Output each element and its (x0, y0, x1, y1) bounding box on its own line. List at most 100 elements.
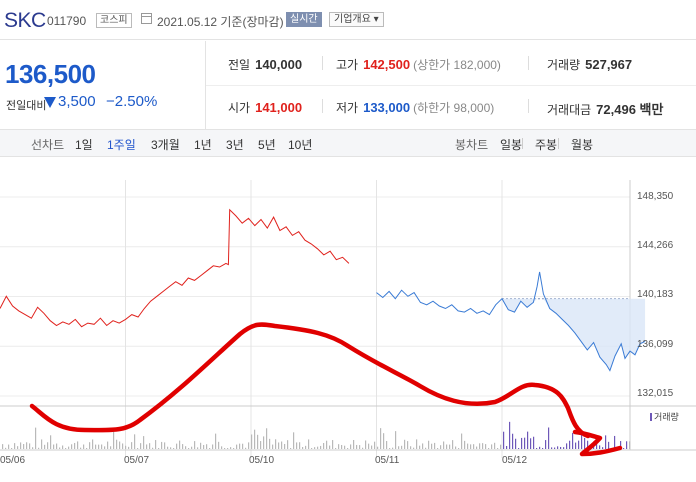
volume-bar (14, 443, 16, 449)
volume-bar (230, 447, 232, 449)
volume-bar (518, 448, 520, 449)
x-tick-label: 05/07 (124, 455, 150, 466)
volume-bar (380, 428, 382, 449)
volume-bar (407, 441, 409, 449)
prev-close-label: 전일 (228, 58, 251, 72)
volume-bar (569, 440, 571, 449)
trade-value-amount: 72,496 백만 (596, 102, 664, 117)
price-chart[interactable]: 148,350 144,266 140,183 136,099 132,015 … (0, 158, 696, 482)
volume-bar (566, 443, 568, 449)
high-label: 고가 (336, 58, 359, 72)
volume-bar (614, 435, 616, 449)
stock-name[interactable]: SKC (4, 9, 46, 32)
volume-bar (116, 439, 118, 449)
realtime-button[interactable]: 실시간 (286, 12, 322, 27)
line-chart-label[interactable]: 선차트 (31, 138, 65, 152)
tab-1d[interactable]: 1일 (75, 138, 93, 152)
volume-bar (95, 444, 97, 449)
tab-3y[interactable]: 3년 (226, 138, 244, 152)
volume-bar (134, 434, 136, 449)
volume-bar (350, 444, 352, 449)
volume-bar (602, 447, 604, 449)
down-triangle-icon (44, 97, 56, 108)
volume-bar (152, 447, 154, 449)
volume-bar (521, 437, 523, 449)
volume-bar (5, 447, 7, 449)
volume-bar (236, 444, 238, 449)
tab-5y[interactable]: 5년 (258, 138, 276, 152)
volume-bar (20, 442, 22, 449)
volume-bar (155, 440, 157, 449)
tab-1y[interactable]: 1년 (194, 138, 212, 152)
below-close-area (502, 298, 646, 371)
volume-bar (209, 448, 211, 449)
volume-bar (536, 448, 538, 449)
volume-bar (89, 442, 91, 449)
volume-bar (323, 443, 325, 449)
volume-bar (506, 445, 508, 449)
volume-bar (122, 443, 124, 449)
open-value: 141,000 (255, 100, 303, 115)
volume-bar (335, 448, 337, 449)
volume-bar (608, 441, 610, 449)
volume-bar (395, 431, 397, 449)
volume-bar (623, 448, 625, 449)
volume-bar (575, 442, 577, 449)
volume-bar (530, 438, 532, 449)
volume-bar (62, 445, 64, 449)
volume-bar (32, 447, 34, 449)
volume-bar (80, 447, 82, 449)
volume-bar (497, 448, 499, 449)
volume-bar (320, 445, 322, 449)
volume-bar (110, 446, 112, 449)
trade-value: 거래대금 72,496 백만 (547, 99, 663, 118)
tab-monthly[interactable]: 월봉 (571, 138, 594, 152)
volume-bar (551, 447, 553, 449)
volume-bar (455, 446, 457, 449)
x-tick-label: 05/10 (249, 455, 275, 466)
volume-bar (560, 446, 562, 449)
volume-bar (344, 445, 346, 449)
volume-bar (401, 445, 403, 449)
volume-bar (446, 444, 448, 449)
volume-bar (149, 443, 151, 449)
tab-daily[interactable]: 일봉 (500, 138, 523, 152)
volume-bar (329, 445, 331, 449)
volume-bar (584, 437, 586, 449)
volume-bar (137, 448, 139, 449)
volume-bar (545, 440, 547, 449)
volume-bar (587, 440, 589, 449)
volume-bar (437, 448, 439, 449)
price-summary: 136,500 전일대비 3,500 −2.50% 전일 140,000 고가 14… (0, 41, 696, 130)
candle-chart-label[interactable]: 봉차트 (455, 138, 489, 152)
volume-bar (620, 441, 622, 449)
volume-bar (218, 441, 220, 449)
volume: 거래량 527,967 (547, 56, 632, 73)
volume-bar (326, 440, 328, 449)
y-tick-label: 136,099 (637, 339, 674, 350)
tab-1w[interactable]: 1주일 (107, 138, 136, 152)
volume-bar (113, 428, 115, 449)
volume-bar (362, 447, 364, 449)
stock-header: SKC 011790 코스피 2021.05.12 기준(장마감) 실시간 기업… (0, 0, 696, 40)
low-label: 저가 (336, 101, 359, 115)
volume-bar (452, 440, 454, 449)
x-tick-label: 05/12 (502, 455, 528, 466)
company-info-button[interactable]: 기업개요 ▾ (329, 12, 384, 27)
prev-close: 전일 140,000 (228, 56, 302, 73)
tab-10y[interactable]: 10년 (288, 138, 313, 152)
volume-bar (434, 442, 436, 449)
volume-bar (605, 435, 607, 449)
volume-bar (365, 440, 367, 449)
volume-bar (161, 441, 163, 449)
tab-weekly[interactable]: 주봉 (535, 138, 558, 152)
volume-bar (311, 448, 313, 449)
volume-bar (524, 437, 526, 449)
volume-bar (179, 440, 181, 449)
volume-bar (17, 446, 19, 449)
volume-bar (35, 427, 37, 449)
volume-bar (281, 441, 283, 449)
tab-3m[interactable]: 3개월 (151, 138, 180, 152)
volume-bar (278, 442, 280, 449)
volume-bar (41, 439, 43, 449)
